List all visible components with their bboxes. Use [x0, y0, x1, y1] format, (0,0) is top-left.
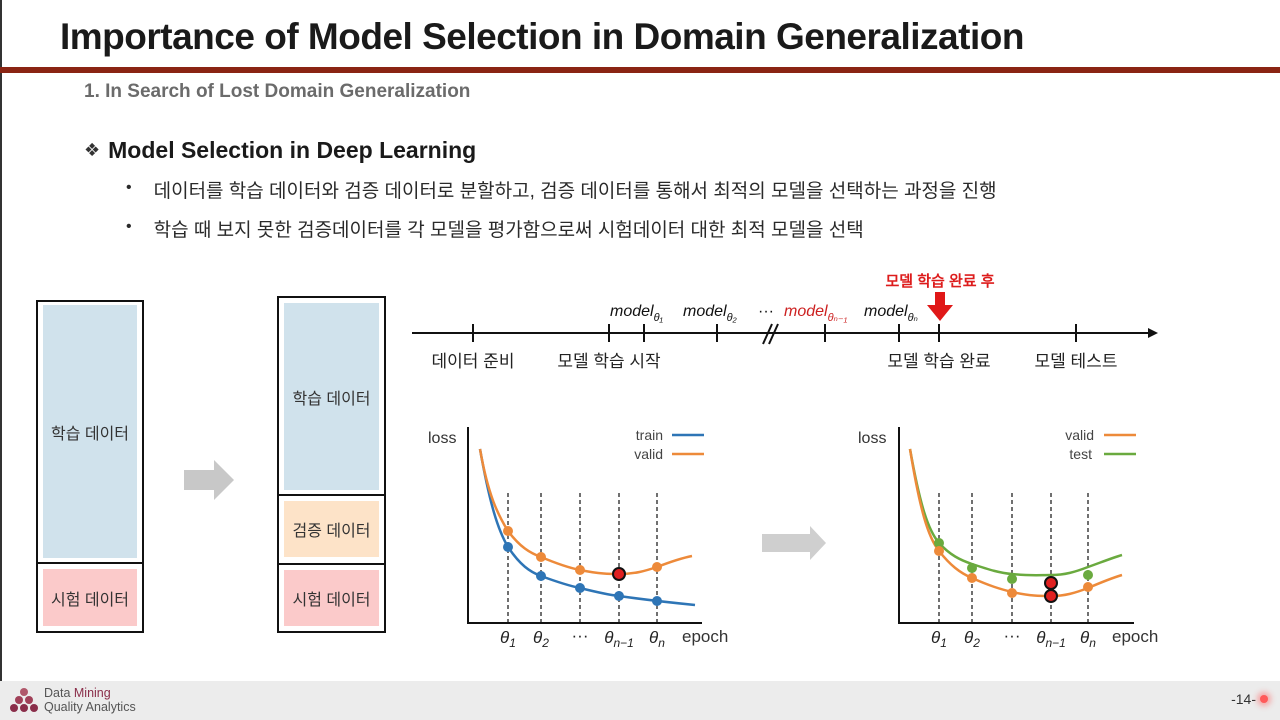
legend-train-label: train — [636, 427, 663, 443]
right-arrow-icon — [184, 460, 234, 500]
test-data-block: 시험 데이터 — [43, 569, 137, 626]
title-divider — [0, 67, 1280, 73]
svg-text:θ2: θ2 — [964, 628, 980, 650]
bullet-dot-icon: • — [126, 218, 132, 235]
segment-divider — [38, 562, 142, 564]
section-heading: ❖ Model Selection in Deep Learning — [84, 137, 476, 164]
page-title: Importance of Model Selection in Domain … — [60, 16, 1024, 57]
legend-valid-label: valid — [634, 446, 663, 462]
best-model-marker — [1044, 589, 1058, 603]
down-arrow-icon — [927, 292, 953, 321]
train-valid-loss-chart: loss train valid θ1 θ2 ··· θn−1 θn epoch — [428, 427, 728, 650]
bullet-text: 학습 때 보지 못한 검증데이터를 각 모델을 평가함으로써 시험데이터 대한 … — [153, 220, 864, 241]
train-data-block: 학습 데이터 — [43, 305, 137, 558]
diamond-four-icon: ❖ — [84, 140, 101, 160]
right-arrow-icon — [762, 526, 826, 560]
train-data-label: 학습 데이터 — [292, 390, 371, 408]
svg-text:θn−1: θn−1 — [604, 628, 634, 650]
svg-text:···: ··· — [758, 303, 774, 320]
section-heading-text: Model Selection in Deep Learning — [108, 137, 477, 163]
svg-text:modelθₙ₋₁: modelθₙ₋₁ — [784, 303, 848, 324]
train-data-block: 학습 데이터 — [284, 303, 379, 490]
svg-text:θ2: θ2 — [533, 628, 549, 650]
bullet-text: 데이터를 학습 데이터와 검증 데이터로 분할하고, 검증 데이터를 통해서 최… — [153, 181, 997, 202]
lab-logo: Data Mining Quality Analytics — [10, 686, 136, 714]
test-data-label: 시험 데이터 — [292, 592, 371, 609]
svg-text:modelθ₁: modelθ₁ — [610, 303, 664, 324]
footer-bar — [0, 681, 1280, 720]
svg-text:θn: θn — [649, 628, 665, 650]
logo-text-mining: Mining — [73, 686, 111, 700]
svg-text:θ1: θ1 — [931, 628, 947, 650]
svg-text:θ1: θ1 — [500, 628, 516, 650]
axis-arrowhead-icon — [1148, 328, 1158, 338]
x-axis-label: epoch — [1112, 627, 1158, 646]
legend-test-label: test — [1069, 446, 1092, 462]
valid-test-loss-chart: loss valid test θ1 θ2 ··· θn−1 θn epoch — [858, 427, 1158, 650]
stage-label: 데이터 준비 — [432, 352, 515, 371]
page-number: -14- — [1231, 691, 1256, 707]
svg-text:modelθₙ: modelθₙ — [864, 303, 918, 324]
train-data-label: 학습 데이터 — [50, 425, 130, 443]
svg-text:···: ··· — [572, 626, 589, 645]
logo-text-data: Data — [44, 686, 74, 700]
stage-label: 모델 학습 시작 — [557, 352, 661, 371]
segment-divider — [279, 563, 384, 565]
best-model-marker — [1044, 576, 1058, 590]
axis-break-icon — [762, 323, 779, 345]
segment-divider — [279, 494, 384, 496]
test-data-label: 시험 데이터 — [50, 591, 130, 609]
slide-left-border — [0, 0, 2, 720]
x-axis-label: epoch — [682, 627, 728, 646]
y-axis-label: loss — [428, 430, 456, 447]
training-timeline: 모델 학습 완료 후 modelθ₁ modelθ₂ ··· modelθₙ₋₁… — [412, 272, 1158, 371]
laser-pointer-dot-icon — [1260, 695, 1268, 703]
stage-label: 모델 테스트 — [1035, 352, 1118, 371]
legend-valid-label: valid — [1065, 427, 1094, 443]
stage-label: 모델 학습 완료 — [887, 352, 990, 371]
best-model-marker — [612, 567, 626, 581]
svg-text:modelθ₂: modelθ₂ — [683, 303, 738, 324]
section-subtitle: 1. In Search of Lost Domain Generalizati… — [84, 81, 471, 102]
logo-dots-icon — [10, 688, 38, 712]
valid-data-label: 검증 데이터 — [292, 523, 371, 540]
dataset-before-split: 학습 데이터 시험 데이터 — [36, 300, 144, 633]
bullet-item: • 데이터를 학습 데이터와 검증 데이터로 분할하고, 검증 데이터를 통해서… — [126, 176, 997, 203]
svg-text:θn−1: θn−1 — [1036, 628, 1066, 650]
bullet-dot-icon: • — [126, 179, 132, 196]
svg-text:θn: θn — [1080, 628, 1096, 650]
test-data-block: 시험 데이터 — [284, 570, 379, 626]
svg-text:···: ··· — [1004, 626, 1021, 645]
dataset-after-split: 학습 데이터 검증 데이터 시험 데이터 — [277, 296, 386, 633]
logo-text-qa: Quality Analytics — [44, 700, 136, 714]
valid-data-block: 검증 데이터 — [284, 501, 379, 557]
y-axis-label: loss — [858, 430, 886, 447]
bullet-item: • 학습 때 보지 못한 검증데이터를 각 모델을 평가함으로써 시험데이터 대… — [126, 215, 864, 242]
callout-label: 모델 학습 완료 후 — [885, 272, 994, 290]
